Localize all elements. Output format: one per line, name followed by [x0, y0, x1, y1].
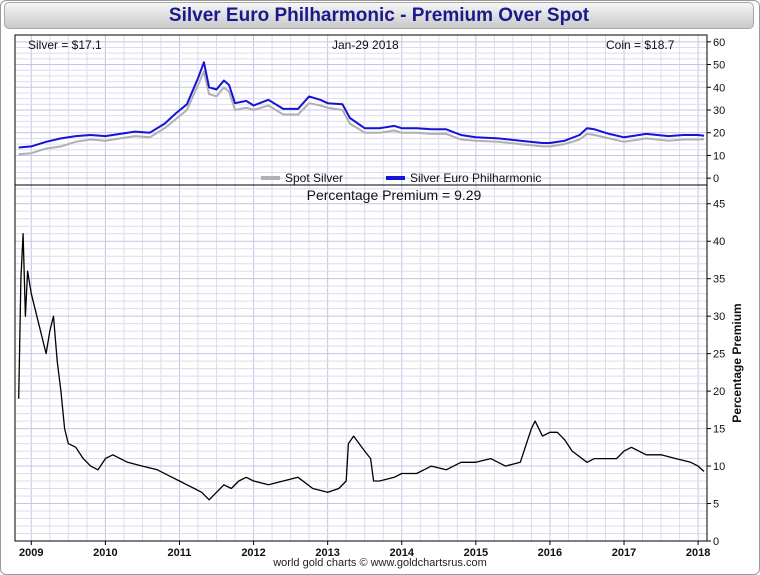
x-tick-label: 2011	[168, 547, 192, 559]
bottom-y-tick-label: 30	[713, 311, 725, 323]
top-y-tick-label: 30	[713, 105, 725, 117]
silver-price-label: Silver = $17.1	[28, 38, 102, 52]
premium-line	[18, 233, 705, 501]
top-y-tick-label: 40	[713, 82, 725, 94]
x-tick-label: 2016	[538, 547, 562, 559]
top-grid	[15, 35, 707, 185]
top-y-tick-label: 0	[713, 173, 719, 185]
bottom-y-tick-label: 0	[713, 536, 719, 548]
bottom-plot-border	[14, 184, 708, 542]
legend-spot-label: Spot Silver	[285, 171, 343, 185]
top-y-ticks: 0 10 20 30 40 50 60	[707, 37, 725, 185]
top-y-tick-label: 50	[713, 60, 725, 72]
bottom-y-tick-label: 5	[713, 499, 719, 511]
x-tick-label: 2015	[464, 547, 488, 559]
x-tick-label: 2013	[315, 547, 339, 559]
top-y-tick-label: 20	[713, 128, 725, 140]
x-tick-label: 2014	[390, 547, 415, 559]
x-tick-label: 2010	[93, 547, 117, 559]
top-series-group	[18, 61, 705, 156]
coin-price-line	[18, 61, 705, 149]
spot-silver-line	[18, 70, 705, 156]
bottom-y-tick-label: 10	[713, 461, 725, 473]
x-tick-label: 2017	[612, 547, 636, 559]
premium-value-label: Percentage Premium = 9.29	[307, 187, 482, 203]
bottom-series-group	[18, 233, 705, 501]
date-label: Jan-29 2018	[332, 38, 399, 52]
footer-credit: world gold charts © www.goldchartsrus.co…	[273, 557, 487, 569]
bottom-y-tick-label: 25	[713, 349, 725, 361]
chart-title: Silver Euro Philharmonic - Premium Over …	[4, 2, 754, 29]
legend-coin-label: Silver Euro Philharmonic	[410, 171, 541, 185]
x-tick-label: 2018	[686, 547, 710, 559]
bottom-y-tick-label: 45	[713, 199, 725, 211]
bottom-y-ticks: 0 5 10 15 20 25 30 35 40 45	[707, 199, 725, 548]
bottom-grid	[15, 185, 707, 542]
bottom-y-tick-label: 40	[713, 236, 725, 248]
x-tick-label: 2009	[19, 547, 43, 559]
y-axis-label: Percentage Premium	[730, 303, 744, 422]
coin-price-label: Coin = $18.7	[606, 38, 675, 52]
top-y-tick-label: 60	[713, 37, 725, 49]
x-tick-label: 2012	[241, 547, 265, 559]
top-y-tick-label: 10	[713, 150, 725, 162]
x-ticks: 2009 2010 2011 2012 2013 2014 2015 2016 2017 2018	[19, 541, 710, 559]
bottom-y-tick-label: 15	[713, 424, 725, 436]
bottom-y-tick-label: 20	[713, 386, 725, 398]
bottom-y-tick-label: 35	[713, 274, 725, 286]
